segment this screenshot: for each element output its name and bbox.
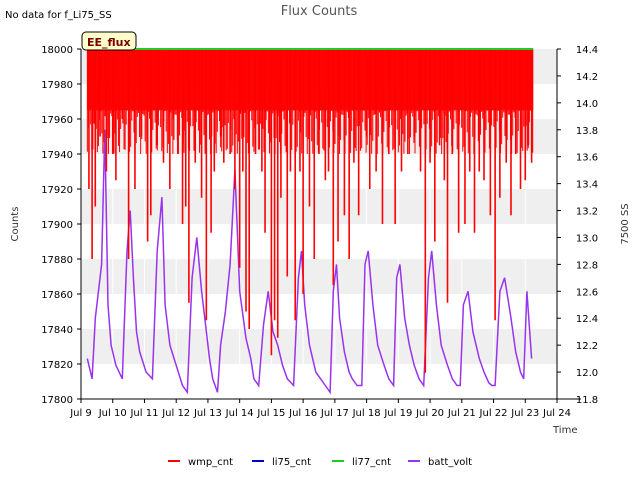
grid-band (81, 329, 557, 364)
x-tick-label: Jul 10 (98, 408, 127, 419)
chart-title: Flux Counts (281, 4, 358, 19)
legend-label: batt_volt (428, 457, 472, 468)
y2-tick-label: 12.6 (576, 287, 598, 298)
x-tick-label: Jul 18 (352, 408, 381, 419)
series-batt-volt-line (86, 129, 533, 395)
legend-item: li77_cnt (332, 457, 391, 468)
badge-label: EE_flux (87, 36, 131, 49)
x-tick-label: Jul 11 (129, 408, 158, 419)
x-tick-label: Jul 22 (479, 408, 508, 419)
x-tick-label: Jul 24 (542, 408, 571, 419)
y-tick-label: 17820 (41, 360, 73, 371)
y-tick-label: 18000 (41, 45, 73, 56)
legend-item: batt_volt (408, 457, 472, 468)
no-data-note: No data for f_Li75_SS (5, 10, 112, 21)
x-tick-label: Jul 12 (161, 408, 190, 419)
y2-tick-label: 14.4 (576, 45, 598, 56)
x-tick-label: Jul 20 (415, 408, 444, 419)
y-tick-label: 17920 (41, 185, 73, 196)
y2-tick-label: 14.2 (576, 72, 598, 83)
legend-item: li75_cnt (252, 457, 311, 468)
x-tick-label: Jul 23 (510, 408, 539, 419)
x-tick-label: Jul 21 (447, 408, 476, 419)
y2-tick-label: 11.8 (576, 395, 598, 406)
y-tick-label: 17940 (41, 150, 73, 161)
grid-band (81, 259, 557, 294)
grid-band (81, 189, 557, 224)
y2-tick-label: 12.8 (576, 260, 598, 271)
y2-tick-label: 13.6 (576, 153, 598, 164)
y-tick-label: 17880 (41, 255, 73, 266)
y2-tick-label: 13.2 (576, 207, 598, 218)
y-axis-label: Counts (10, 207, 21, 242)
legend-label: wmp_cnt (188, 457, 233, 468)
y-tick-label: 17860 (41, 290, 73, 301)
y-tick-label: 17800 (41, 395, 73, 406)
axes: 17800 17820 17840 17860 17880 17900 17920 17940… (41, 45, 598, 419)
legend-label: li77_cnt (352, 457, 391, 468)
y2-tick-label: 12.4 (576, 314, 598, 325)
x-tick-label: Jul 17 (320, 408, 349, 419)
y-tick-label: 17840 (41, 325, 73, 336)
x-tick-label: Jul 14 (225, 408, 254, 419)
legend: wmp_cnt li75_cnt li77_cnt batt_volt (168, 457, 472, 468)
series-layer (86, 48, 534, 395)
y2-tick-label: 13.4 (576, 180, 598, 191)
x-tick-label: Jul 16 (288, 408, 317, 419)
x-tick-label: Jul 13 (193, 408, 222, 419)
y2-tick-label: 13.8 (576, 126, 598, 137)
y-tick-label: 17900 (41, 220, 73, 231)
y-tick-label: 17980 (41, 80, 73, 91)
x-axis-label: Time (552, 425, 577, 436)
y2-tick-label: 14.0 (576, 99, 598, 110)
series-wmp-cnt (86, 49, 534, 373)
y2-tick-label: 13.0 (576, 233, 598, 244)
x-tick-label: Jul 19 (383, 408, 412, 419)
ee-flux-badge: EE_flux (81, 31, 137, 51)
legend-label: li75_cnt (272, 457, 311, 468)
legend-item: wmp_cnt (168, 457, 233, 468)
x-tick-label: Jul 15 (256, 408, 285, 419)
y2-tick-label: 12.0 (576, 368, 598, 379)
x-tick-label: Jul 9 (69, 408, 92, 419)
y2-tick-label: 12.2 (576, 341, 598, 352)
y-tick-label: 17960 (41, 115, 73, 126)
y2-axis-label: 7500 SS (620, 203, 631, 244)
